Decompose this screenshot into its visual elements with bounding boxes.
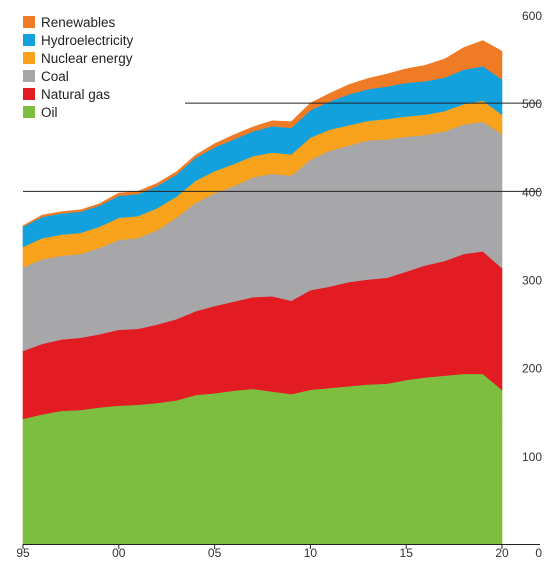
x-tick-label: 00 <box>112 546 126 560</box>
area-renewables <box>22 40 503 228</box>
legend-label-oil: Oil <box>41 105 58 120</box>
y-tick-label: 100 <box>522 450 542 464</box>
y-axis: 0 100 200 300 400 500 600 <box>522 9 542 560</box>
y-tick-label: 200 <box>522 362 542 376</box>
legend-swatch-hydroelectricity <box>23 34 35 46</box>
legend-swatch-natural-gas <box>23 88 35 100</box>
legend-label-nuclear-energy: Nuclear energy <box>41 51 133 66</box>
x-tick-label: 20 <box>495 546 509 560</box>
x-tick-label: 95 <box>16 546 30 560</box>
reference-lines <box>23 102 540 192</box>
legend-label-coal: Coal <box>41 69 69 84</box>
y-tick-label: 400 <box>522 185 542 199</box>
legend-swatch-renewables <box>23 16 35 28</box>
x-tick-label: 05 <box>208 546 222 560</box>
y-tick-label: 500 <box>522 97 542 111</box>
legend-label-renewables: Renewables <box>41 15 116 30</box>
y-tick-label: 300 <box>522 274 542 288</box>
y-tick-label: 600 <box>522 9 542 23</box>
area-layers <box>22 40 503 545</box>
legend-swatch-nuclear-energy <box>23 52 35 64</box>
x-tick-label: 10 <box>304 546 318 560</box>
legend-label-hydroelectricity: Hydroelectricity <box>41 33 134 48</box>
y-tick-label: 0 <box>535 546 542 560</box>
x-tick-label: 15 <box>400 546 414 560</box>
legend-label-natural-gas: Natural gas <box>41 87 110 102</box>
x-axis: 95 00 05 10 15 20 <box>16 544 509 560</box>
legend-swatch-oil <box>23 106 35 118</box>
legend: Renewables Hydroelectricity Nuclear energy… <box>23 15 134 120</box>
legend-swatch-coal <box>23 70 35 82</box>
